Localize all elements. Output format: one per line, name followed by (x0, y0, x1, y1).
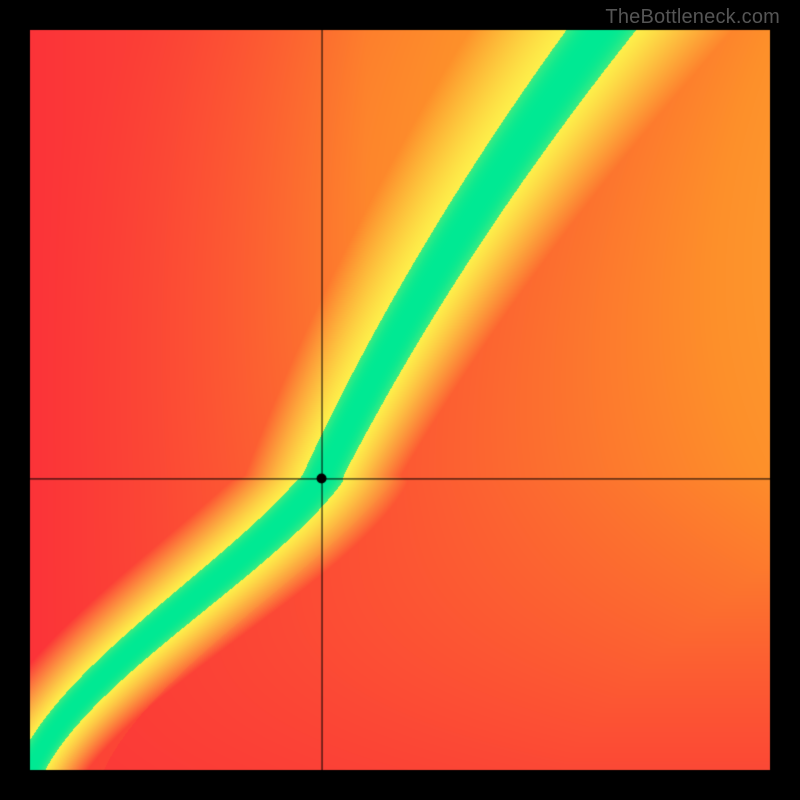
attribution-text: TheBottleneck.com (605, 6, 780, 29)
chart-container: TheBottleneck.com (0, 0, 800, 800)
heatmap-canvas (0, 0, 800, 800)
